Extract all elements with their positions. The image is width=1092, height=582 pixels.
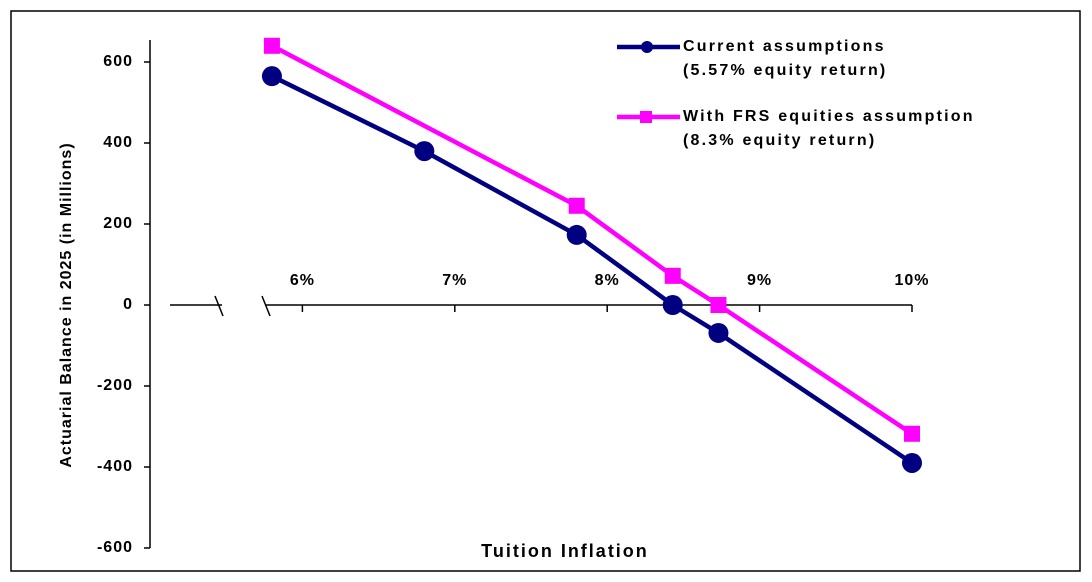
x-tick-label: 7% [442, 272, 467, 289]
point-marker [710, 297, 727, 313]
y-tick-label: 600 [103, 53, 133, 70]
point-marker [664, 267, 681, 284]
point-marker [708, 322, 729, 343]
point-marker [902, 452, 922, 473]
axis-break [214, 295, 224, 317]
legend-marker [640, 111, 652, 123]
axis-break [261, 295, 271, 317]
point-marker [568, 197, 585, 214]
x-tick-label: 10% [894, 272, 929, 289]
legend-marker [641, 41, 653, 53]
y-tick-label: 400 [103, 134, 133, 151]
y-tick-label: -200 [97, 377, 133, 394]
y-tick-label: 200 [103, 215, 133, 232]
point-marker [662, 295, 683, 315]
x-tick-label: 9% [747, 272, 772, 289]
x-tick-label: 6% [290, 272, 315, 289]
legend-label: Current assumptions (5.57% equity return… [683, 38, 888, 79]
chart-frame [10, 10, 1081, 572]
legend-label: With FRS equities assumption (8.3% equit… [683, 108, 975, 149]
point-marker [566, 224, 587, 245]
y-tick-label: -600 [97, 539, 133, 556]
point-marker [263, 37, 280, 54]
x-tick-label: 8% [595, 272, 620, 289]
series-line [270, 43, 914, 436]
series-line [270, 74, 914, 465]
point-marker [904, 425, 920, 442]
point-marker [261, 66, 282, 87]
y-tick-label: -400 [97, 458, 133, 475]
point-marker [414, 141, 435, 162]
y-axis-label: Actuarial Balance in 2025 (in Millions) [58, 142, 75, 467]
x-axis-label: Tuition Inflation [481, 541, 649, 561]
y-tick-label: 0 [123, 296, 133, 313]
